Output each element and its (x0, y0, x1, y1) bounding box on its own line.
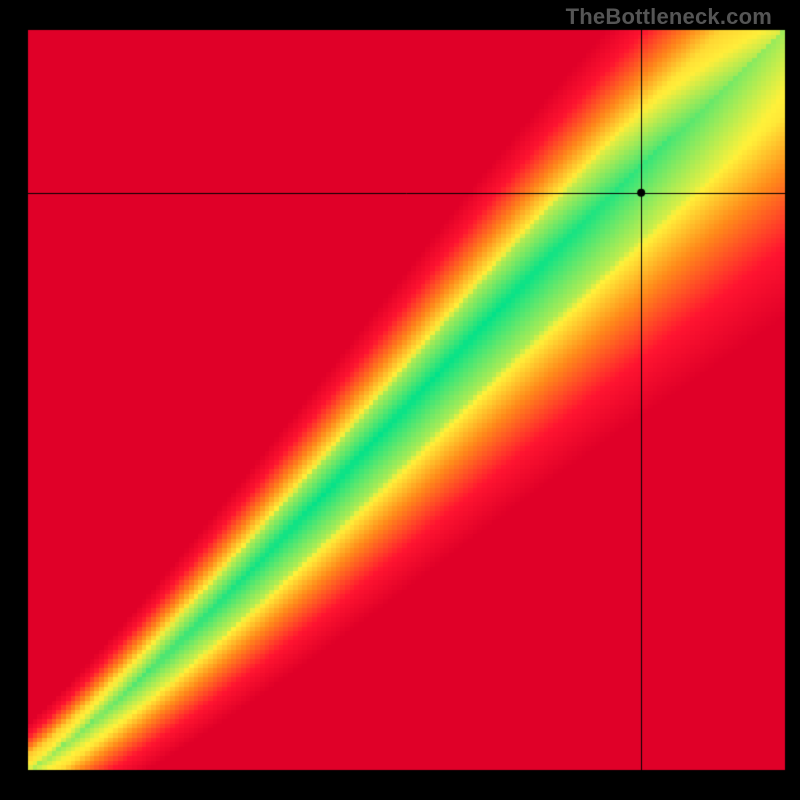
bottleneck-heatmap (0, 0, 800, 800)
watermark-text: TheBottleneck.com (566, 4, 772, 30)
